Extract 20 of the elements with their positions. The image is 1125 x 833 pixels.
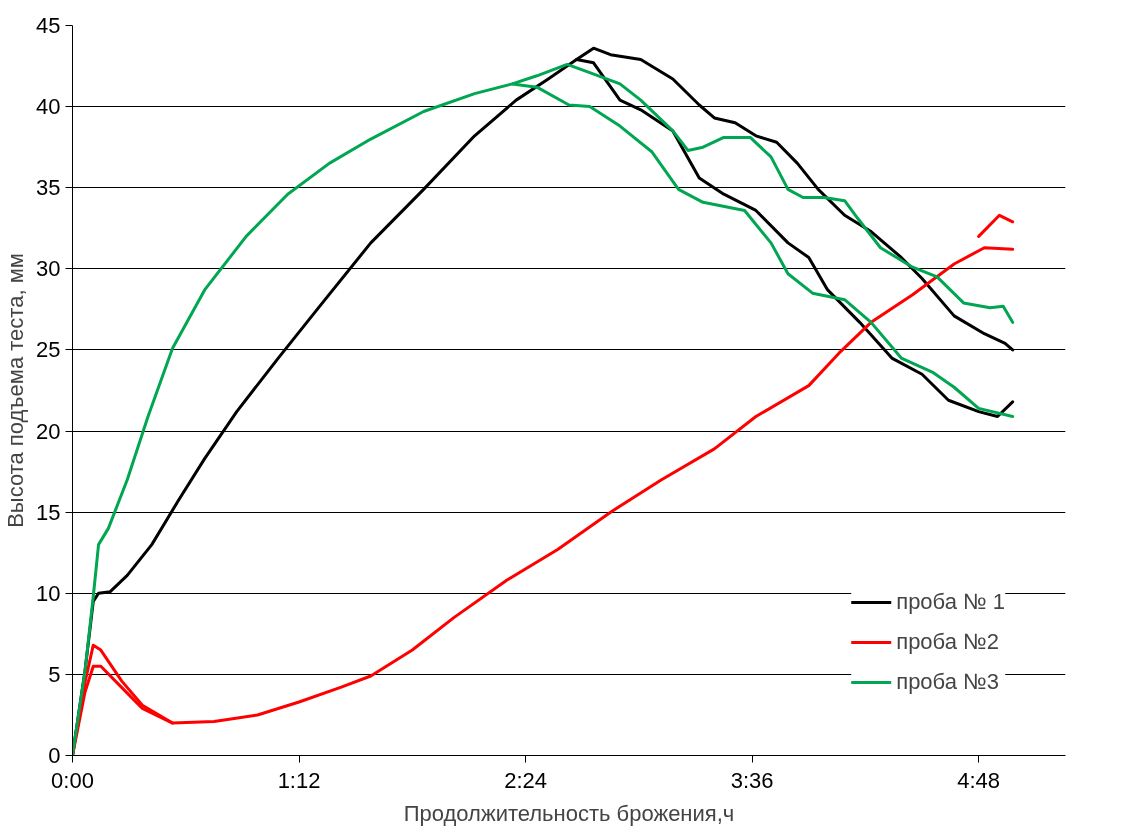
x-axis-title: Продолжительность брожения,ч <box>403 800 735 826</box>
y-tick-label: 35 <box>36 175 61 201</box>
x-tick-label: 0:00 <box>51 767 94 793</box>
x-tick-label: 3:36 <box>730 767 774 793</box>
y-tick-label: 40 <box>36 94 61 120</box>
y-tick-label: 30 <box>36 256 61 282</box>
x-tick-label: 1:12 <box>277 767 321 793</box>
y-tick-label: 0 <box>48 743 61 768</box>
y-tick-label: 25 <box>36 337 61 363</box>
legend-label: проба №3 <box>896 669 999 695</box>
x-tick-label: 2:24 <box>504 767 547 793</box>
y-tick-label: 10 <box>36 580 61 606</box>
y-tick-label: 15 <box>36 499 61 525</box>
y-axis-title: Высота подъема теста, мм <box>3 253 29 528</box>
legend-label: проба № 1 <box>896 589 1005 615</box>
y-tick-label: 20 <box>36 418 61 444</box>
legend-label: проба №2 <box>896 629 999 655</box>
x-tick-label: 4:48 <box>957 767 1001 793</box>
y-tick-label: 45 <box>36 13 61 38</box>
y-tick-label: 5 <box>48 661 61 687</box>
